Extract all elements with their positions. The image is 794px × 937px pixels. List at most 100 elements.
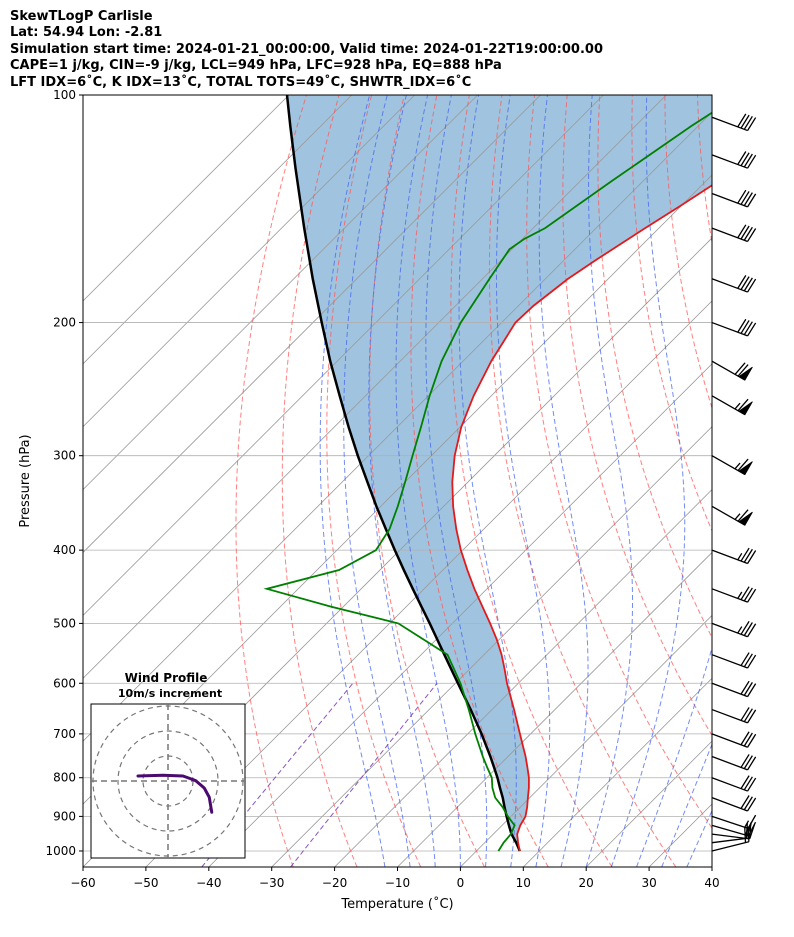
wind-barb-half [738, 592, 742, 598]
x-tick-label: 30 [641, 876, 656, 890]
wind-barb-staff [712, 798, 748, 811]
wind-barb [712, 114, 756, 131]
wind-barb [712, 225, 756, 242]
wind-barb-full [738, 225, 746, 238]
wind-barb-full [748, 155, 756, 168]
wind-barb-full [748, 734, 756, 747]
y-axis-label: Pressure (hPa) [18, 434, 33, 527]
x-axis-label: Temperature (˚C) [340, 896, 453, 912]
wind-barb-full [738, 152, 746, 165]
wind-barb-full [741, 548, 749, 561]
wind-barb-full [744, 227, 752, 240]
wind-barb-full [744, 193, 752, 206]
wind-barb [712, 587, 756, 602]
wind-barb-full [738, 275, 746, 288]
wind-barb-full [741, 776, 749, 789]
wind-barb-full [741, 621, 749, 634]
wind-barb [712, 681, 756, 696]
wind-barb-staff [712, 655, 748, 668]
wind-barb [712, 548, 756, 563]
wind-barb-full [741, 191, 749, 204]
wind-barb [712, 456, 752, 475]
x-tick-label: −40 [196, 876, 221, 890]
x-tick-label: −30 [259, 876, 284, 890]
wind-barb [712, 361, 752, 380]
wind-barb [712, 732, 756, 747]
wind-barb [712, 796, 756, 811]
y-tick-label: 1000 [45, 844, 76, 858]
wind-barb-staff [712, 710, 748, 723]
wind-barb-full [744, 709, 752, 722]
wind-barb [712, 776, 756, 791]
wind-barb-full [748, 228, 756, 241]
wind-barb-full [748, 194, 756, 207]
x-tick-label: 40 [704, 876, 719, 890]
wind-barb-full [744, 154, 752, 167]
wind-barb-full [741, 153, 749, 166]
x-tick-label: −60 [70, 876, 95, 890]
y-tick-label: 400 [53, 543, 76, 557]
wind-barb-full [744, 623, 752, 636]
wind-barb-full [741, 320, 749, 333]
wind-barb [712, 621, 756, 636]
moist-adiabat [737, 95, 794, 867]
wind-barb-staff [712, 683, 748, 696]
wind-barb-full [738, 190, 746, 203]
y-tick-label: 700 [53, 727, 76, 741]
wind-barb-full [744, 733, 752, 746]
wind-barb-full [741, 226, 749, 239]
y-tick-label: 300 [53, 449, 76, 463]
wind-barb-full [741, 796, 749, 809]
wind-barb [712, 506, 752, 525]
wind-barb-full [744, 777, 752, 790]
wind-barb-half [738, 553, 742, 559]
wind-barb-full [748, 624, 756, 637]
hodograph-title: Wind Profile [125, 671, 208, 685]
x-tick-label: 0 [457, 876, 465, 890]
hodograph-subtitle: 10m/s increment [118, 687, 222, 700]
wind-barb-half [735, 463, 740, 469]
y-tick-label: 100 [53, 88, 76, 102]
wind-barb [712, 815, 756, 828]
wind-barb-full [744, 588, 752, 601]
y-tick-label: 500 [53, 616, 76, 630]
wind-barb-full [741, 732, 749, 745]
dry-adiabat [763, 95, 794, 867]
wind-barb-full [744, 682, 752, 695]
wind-barb [712, 754, 756, 769]
x-tick-label: −10 [385, 876, 410, 890]
wind-barb-staff [712, 842, 749, 851]
wind-barb-full [748, 684, 756, 697]
wind-barb [712, 190, 756, 207]
wind-barb-full [748, 757, 756, 770]
moist-adiabat [712, 95, 794, 867]
wind-barb-full [748, 798, 756, 811]
y-tick-label: 900 [53, 809, 76, 823]
wind-barb-full [748, 279, 756, 292]
wind-barb-staff [712, 623, 748, 636]
wind-barb-staff [712, 734, 748, 747]
wind-barb-full [744, 654, 752, 667]
dry-adiabat [730, 95, 794, 867]
wind-barb-half [738, 627, 742, 633]
wind-barb-full [741, 754, 749, 767]
wind-barb-full [741, 653, 749, 666]
wind-barb-full [748, 550, 756, 563]
wind-barb-full [735, 363, 745, 375]
wind-barb-full [744, 322, 752, 335]
wind-barb-half [735, 514, 740, 520]
wind-barb-full [748, 589, 756, 602]
wind-barb-full [738, 114, 746, 127]
wind-barb [712, 319, 756, 336]
wind-barb [712, 396, 752, 415]
wind-barb [712, 152, 756, 169]
x-tick-label: −20 [322, 876, 347, 890]
wind-barb [712, 653, 756, 668]
wind-barb-full [744, 116, 752, 129]
x-tick-label: 20 [579, 876, 594, 890]
wind-barb-staff [712, 589, 748, 602]
wind-barb-full [744, 278, 752, 291]
wind-barb-full [748, 323, 756, 336]
wind-barb-full [741, 587, 749, 600]
